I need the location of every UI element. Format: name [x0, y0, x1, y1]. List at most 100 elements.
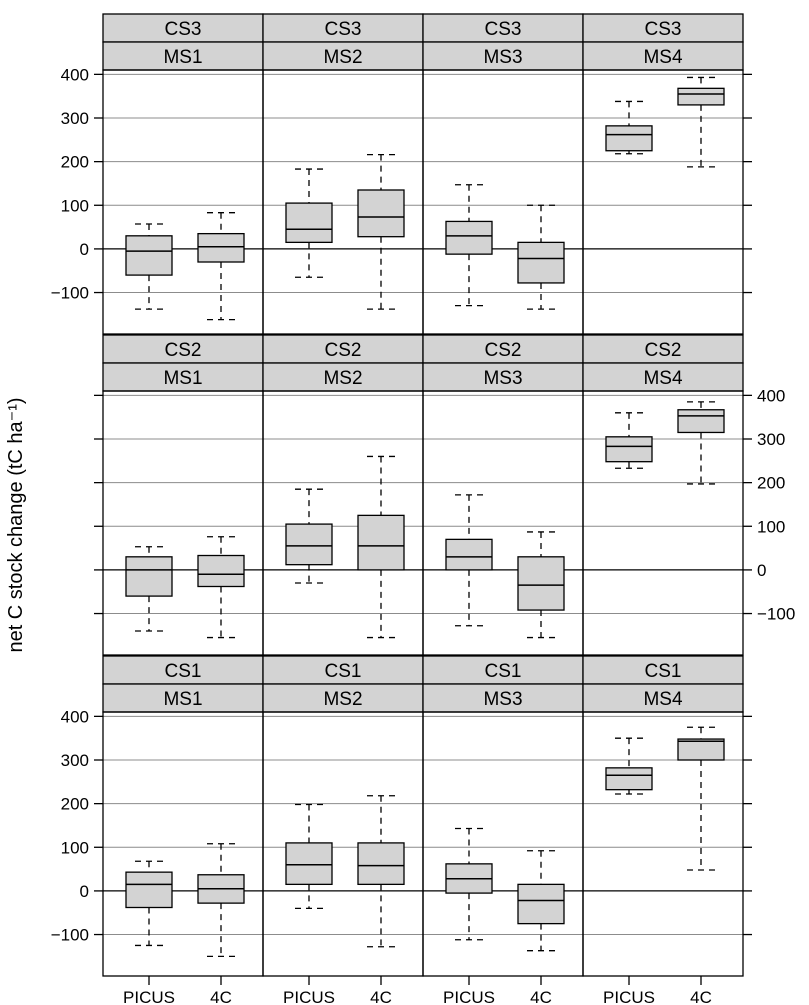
- box-4c: [677, 726, 725, 871]
- iqr-box: [125, 871, 173, 909]
- strip-label-cs: CS3: [645, 19, 682, 40]
- strip-label-ms: MS1: [163, 689, 202, 710]
- strip-label-cs: CS2: [165, 340, 202, 361]
- box-picus: [445, 494, 493, 627]
- y-axis-label: net C stock change (tC ha⁻¹): [5, 397, 27, 652]
- strip-label-cs: CS3: [325, 19, 362, 40]
- strip-label-ms: MS1: [163, 368, 202, 389]
- y-tick-label: 100: [61, 196, 89, 215]
- box-picus: [605, 412, 653, 469]
- y-tick-label: 400: [757, 386, 785, 405]
- strip-background: [102, 362, 264, 392]
- iqr-box: [677, 409, 725, 434]
- box-picus: [285, 168, 333, 278]
- iqr-box: [285, 202, 333, 244]
- iqr-box: [357, 514, 405, 571]
- box-picus: [125, 223, 173, 310]
- box-4c: [197, 536, 245, 639]
- box-4c: [357, 154, 405, 310]
- box-picus: [605, 100, 653, 155]
- x-tick-label: PICUS: [443, 988, 495, 1005]
- box-4c: [357, 795, 405, 948]
- iqr-box: [357, 189, 405, 238]
- strip-background: [422, 41, 584, 71]
- strip-label-cs: CS3: [165, 19, 202, 40]
- strip-label-ms: MS4: [643, 689, 683, 710]
- panel-frame: [422, 711, 584, 977]
- y-tick-label: 100: [61, 838, 89, 857]
- box-picus: [445, 184, 493, 307]
- y-tick-label: −100: [51, 926, 89, 945]
- y-tick-label: 100: [757, 517, 785, 536]
- iqr-box: [677, 87, 725, 106]
- y-tick-label: −100: [757, 605, 795, 624]
- strip-label-cs: CS1: [485, 661, 522, 682]
- box-4c: [677, 401, 725, 485]
- y-tick-label: 200: [757, 474, 785, 493]
- strip-background: [262, 362, 424, 392]
- x-tick-label: PICUS: [603, 988, 655, 1005]
- strip-background: [422, 334, 584, 364]
- y-tick-label: −100: [51, 284, 89, 303]
- box-4c: [197, 212, 245, 321]
- strip-label-cs: CS2: [485, 340, 522, 361]
- strip-background: [582, 362, 744, 392]
- strip-background: [102, 655, 264, 685]
- panel-frame: [422, 390, 584, 656]
- box-4c: [677, 76, 725, 168]
- iqr-box: [517, 241, 565, 284]
- x-tick-label: PICUS: [123, 988, 175, 1005]
- y-tick-label: 0: [80, 240, 89, 259]
- box-4c: [517, 204, 565, 310]
- iqr-box: [677, 738, 725, 761]
- x-tick-label: 4C: [530, 988, 552, 1005]
- strip-label-cs: CS1: [165, 661, 202, 682]
- strip-label-cs: CS2: [645, 340, 682, 361]
- x-tick-label: PICUS: [283, 988, 335, 1005]
- y-tick-label: 300: [61, 751, 89, 770]
- x-tick-label: 4C: [370, 988, 392, 1005]
- box-4c: [197, 843, 245, 958]
- strip-label-ms: MS3: [483, 47, 522, 68]
- y-tick-label: 200: [61, 795, 89, 814]
- x-tick-label: 4C: [210, 988, 232, 1005]
- iqr-box: [197, 232, 245, 263]
- iqr-box: [517, 883, 565, 925]
- strip-background: [582, 683, 744, 713]
- strip-background: [582, 655, 744, 685]
- panel-frame: [582, 69, 744, 335]
- strip-label-ms: MS4: [643, 368, 683, 389]
- iqr-box: [357, 842, 405, 886]
- iqr-box: [605, 436, 653, 463]
- x-tick-label: 4C: [690, 988, 712, 1005]
- strip-background: [422, 655, 584, 685]
- strip-label-ms: MS3: [483, 689, 522, 710]
- y-tick-label: 0: [80, 882, 89, 901]
- iqr-box: [125, 556, 173, 597]
- strip-label-ms: MS4: [643, 47, 683, 68]
- box-4c: [517, 531, 565, 639]
- panel-frame: [102, 69, 264, 335]
- iqr-box: [445, 220, 493, 255]
- panel-frame: [422, 69, 584, 335]
- panels-grid: CS3 MS1 CS3 MS2 CS3 MS3 CS3 MS4 −100 0 100 200 300 40…: [51, 13, 795, 1005]
- panel-frame: [102, 711, 264, 977]
- box-4c: [357, 455, 405, 639]
- box-picus: [125, 860, 173, 947]
- iqr-box: [605, 125, 653, 152]
- strip-background: [262, 683, 424, 713]
- iqr-box: [197, 554, 245, 588]
- y-tick-label: 300: [757, 430, 785, 449]
- iqr-box: [285, 842, 333, 886]
- panel-frame: [582, 711, 744, 977]
- strip-background: [262, 13, 424, 43]
- iqr-box: [605, 767, 653, 791]
- iqr-box: [517, 556, 565, 611]
- iqr-box: [125, 235, 173, 276]
- strip-label-cs: CS2: [325, 340, 362, 361]
- iqr-box: [445, 538, 493, 571]
- y-tick-label: 300: [61, 109, 89, 128]
- y-tick-label: 0: [757, 561, 766, 580]
- strip-label-cs: CS1: [325, 661, 362, 682]
